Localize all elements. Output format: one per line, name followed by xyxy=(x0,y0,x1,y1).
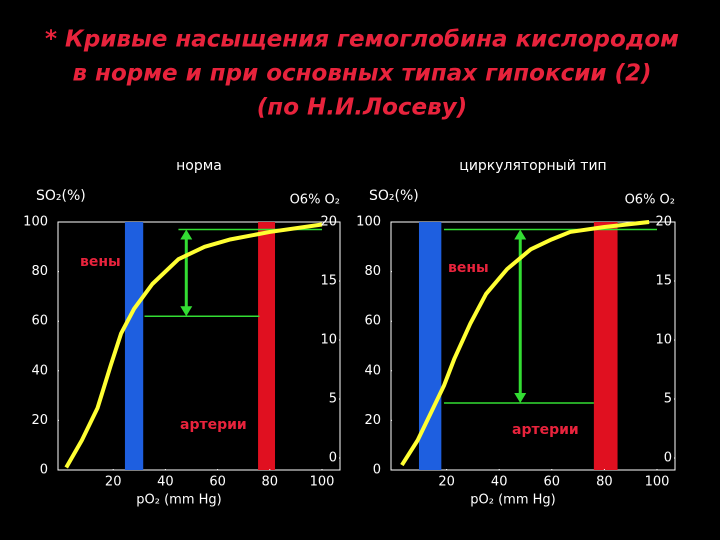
y2-tick-label: 10 xyxy=(655,333,672,348)
y2-axis-label: О6% О₂ xyxy=(290,193,340,208)
y-tick-label: 20 xyxy=(31,413,48,428)
y2-tick-label: 15 xyxy=(655,274,672,289)
band xyxy=(258,222,276,470)
band xyxy=(418,222,442,470)
x-tick-label: 20 xyxy=(438,475,455,490)
y-tick-label: 100 xyxy=(356,215,381,230)
x-tick-label: 40 xyxy=(491,475,508,490)
x-tick-label: 80 xyxy=(262,475,279,490)
x-axis-label: pO₂ (mm Hg) xyxy=(470,493,555,508)
y2-tick-label: 10 xyxy=(320,333,337,348)
y2-tick-label: 0 xyxy=(329,451,337,466)
band-label: вены xyxy=(448,260,489,276)
arrow-head xyxy=(180,229,193,317)
y-tick-label: 0 xyxy=(40,463,48,478)
band-label: артерии xyxy=(180,417,247,433)
curve xyxy=(64,222,323,469)
x-tick-label: 100 xyxy=(310,475,335,490)
y2-tick-label: 0 xyxy=(664,451,672,466)
slide-title: * Кривые насыщения гемоглобина кислородо… xyxy=(45,27,679,53)
y2-axis-label: О6% О₂ xyxy=(625,193,675,208)
y-tick-label: 20 xyxy=(364,413,381,428)
y2-tick-label: 15 xyxy=(320,274,337,289)
slide-title: в норме и при основных типах гипоксии (2… xyxy=(73,61,652,87)
y-axis-label: SO₂(%) xyxy=(36,188,86,204)
y-tick-label: 80 xyxy=(364,264,381,279)
y2-tick-label: 5 xyxy=(664,392,672,407)
chart-title: норма xyxy=(176,158,222,174)
curve xyxy=(400,220,650,467)
plot-frame xyxy=(390,221,676,471)
y-axis-label: SO₂(%) xyxy=(369,188,419,204)
y-tick-label: 80 xyxy=(31,264,48,279)
x-tick-label: 100 xyxy=(645,475,670,490)
chart-title: циркуляторный тип xyxy=(459,158,606,174)
x-tick-label: 60 xyxy=(544,475,561,490)
y-tick-label: 40 xyxy=(31,363,48,378)
y-tick-label: 0 xyxy=(373,463,381,478)
plot-frame xyxy=(57,221,341,471)
x-tick-label: 20 xyxy=(105,475,122,490)
y-tick-label: 60 xyxy=(364,314,381,329)
y-tick-label: 60 xyxy=(31,314,48,329)
y2-tick-label: 20 xyxy=(655,215,672,230)
band xyxy=(124,222,144,470)
y2-tick-label: 20 xyxy=(320,215,337,230)
x-tick-label: 40 xyxy=(157,475,174,490)
band xyxy=(593,222,618,470)
y-tick-label: 100 xyxy=(23,215,48,230)
band-label: вены xyxy=(80,254,121,270)
band-label: артерии xyxy=(512,422,579,438)
x-tick-label: 60 xyxy=(209,475,226,490)
y-tick-label: 40 xyxy=(364,363,381,378)
x-tick-label: 80 xyxy=(596,475,613,490)
slide-title: (по Н.И.Лосеву) xyxy=(257,95,467,121)
y2-tick-label: 5 xyxy=(329,392,337,407)
x-axis-label: pO₂ (mm Hg) xyxy=(136,493,221,508)
